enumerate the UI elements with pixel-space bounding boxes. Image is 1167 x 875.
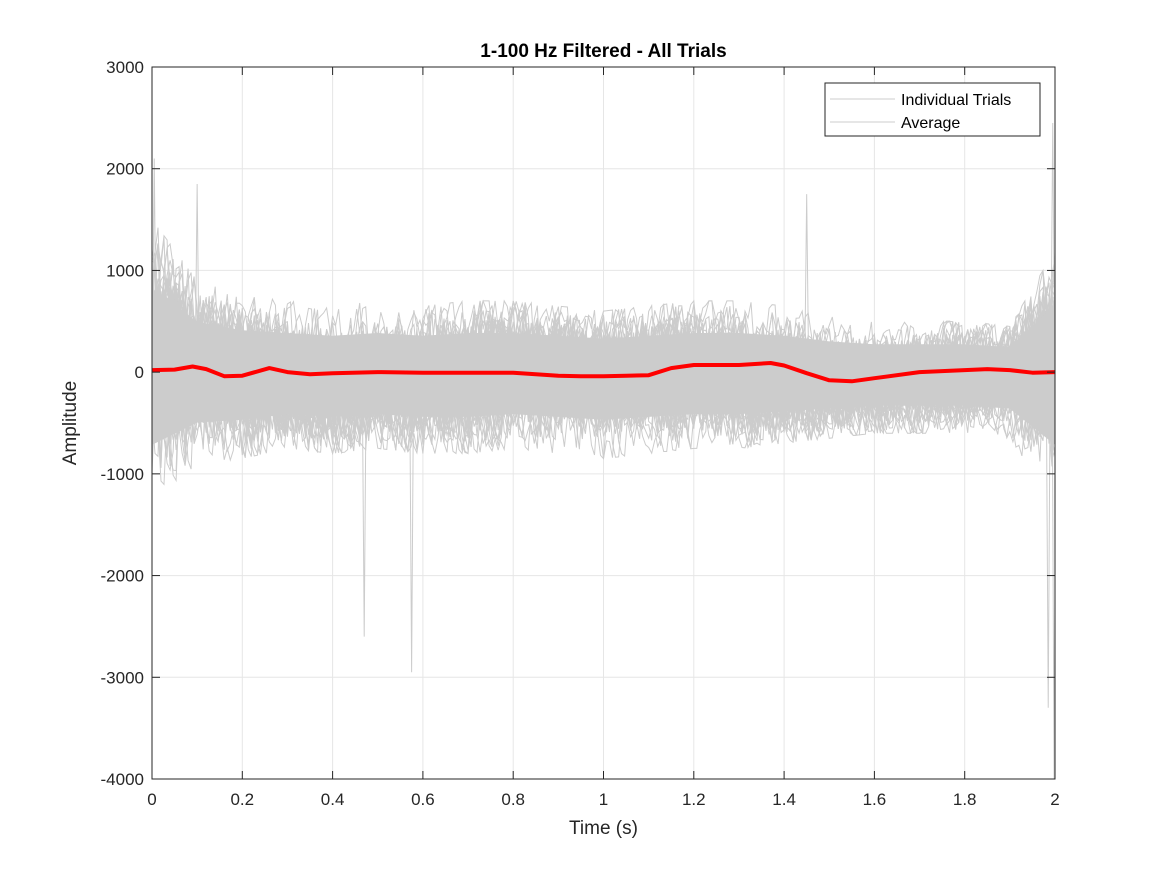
trial-spike: [804, 194, 810, 373]
ticks: [151, 66, 1056, 780]
legend-box: [824, 82, 1041, 137]
x-tick-label: 0.2: [230, 790, 254, 809]
x-tick-label: 2: [1050, 790, 1059, 809]
trial-spike: [1051, 372, 1055, 779]
x-tick-label: 1: [599, 790, 608, 809]
x-tick-label: 1.8: [953, 790, 977, 809]
average-line: [152, 361, 1055, 384]
x-tick-label: 1.4: [772, 790, 796, 809]
y-axis-label: Amplitude: [60, 381, 81, 466]
trial-spike: [194, 183, 200, 373]
individual-trials-series: [152, 122, 1055, 779]
y-tick-label: 1000: [106, 261, 144, 280]
x-tick-labels: 0 0.2 0.4 0.6 0.8 1 1.2 1.4 1.6 1.8 2: [147, 790, 1059, 809]
x-axis-label: Time (s): [569, 818, 638, 839]
legend: Individual Trials Average: [824, 82, 1041, 137]
y-tick-label: -3000: [101, 668, 144, 687]
trial-spike: [409, 372, 415, 673]
y-tick-label: 2000: [106, 160, 144, 179]
x-tick-label: 1.6: [863, 790, 887, 809]
legend-label-individual-trials: Individual Trials: [901, 92, 1011, 109]
trials-core-band: [152, 288, 1055, 445]
y-tick-labels: 3000 2000 1000 0 -1000 -2000 -3000 -4000: [101, 58, 144, 789]
y-tick-label: 3000: [106, 58, 144, 77]
trial-spike: [152, 158, 157, 373]
y-tick-label: -4000: [101, 770, 144, 789]
x-tick-label: 0.6: [411, 790, 435, 809]
y-tick-label: -1000: [101, 465, 144, 484]
x-tick-label: 0.8: [501, 790, 525, 809]
trial-spike: [361, 372, 367, 637]
y-tick-label: 0: [135, 363, 144, 382]
legend-label-average: Average: [901, 115, 960, 132]
x-tick-label: 0.4: [321, 790, 345, 809]
chart-title: 1-100 Hz Filtered - All Trials: [480, 41, 726, 62]
x-tick-label: 0: [147, 790, 156, 809]
x-tick-label: 1.2: [682, 790, 706, 809]
trial-spike: [1050, 122, 1055, 373]
y-tick-label: -2000: [101, 567, 144, 586]
trial-spike: [1045, 372, 1051, 708]
average-series: [152, 361, 1055, 384]
